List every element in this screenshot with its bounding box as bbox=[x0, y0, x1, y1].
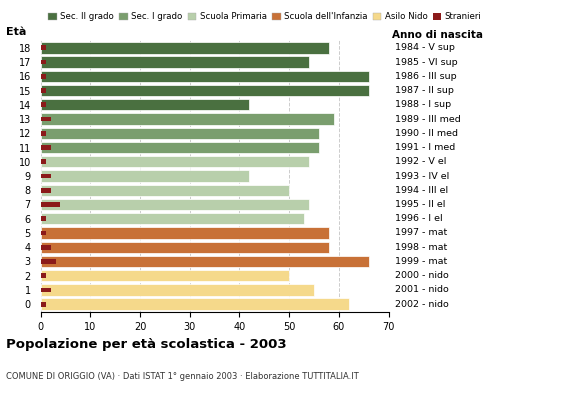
Text: 1986 - III sup: 1986 - III sup bbox=[395, 72, 456, 81]
Text: 2002 - nido: 2002 - nido bbox=[395, 300, 449, 309]
Bar bbox=[41, 202, 60, 207]
Text: COMUNE DI ORIGGIO (VA) · Dati ISTAT 1° gennaio 2003 · Elaborazione TUTTITALIA.IT: COMUNE DI ORIGGIO (VA) · Dati ISTAT 1° g… bbox=[6, 372, 358, 381]
Text: 1993 - IV el: 1993 - IV el bbox=[395, 172, 450, 180]
Text: 1987 - II sup: 1987 - II sup bbox=[395, 86, 454, 95]
Text: 1990 - II med: 1990 - II med bbox=[395, 129, 458, 138]
Bar bbox=[41, 102, 46, 107]
Bar bbox=[41, 256, 369, 267]
Bar bbox=[41, 259, 56, 264]
Text: 1992 - V el: 1992 - V el bbox=[395, 157, 447, 166]
Text: Popolazione per età scolastica - 2003: Popolazione per età scolastica - 2003 bbox=[6, 338, 287, 351]
Bar bbox=[41, 270, 289, 281]
Bar bbox=[41, 117, 50, 122]
Legend: Sec. II grado, Sec. I grado, Scuola Primaria, Scuola dell'Infanzia, Asilo Nido, : Sec. II grado, Sec. I grado, Scuola Prim… bbox=[45, 9, 485, 25]
Text: 1997 - mat: 1997 - mat bbox=[395, 228, 447, 238]
Bar bbox=[41, 184, 289, 196]
Bar bbox=[41, 85, 369, 96]
Bar bbox=[41, 273, 46, 278]
Text: 1994 - III el: 1994 - III el bbox=[395, 186, 448, 195]
Bar bbox=[41, 284, 314, 296]
Bar bbox=[41, 213, 304, 224]
Bar bbox=[41, 174, 50, 178]
Text: 1998 - mat: 1998 - mat bbox=[395, 243, 447, 252]
Text: 1996 - I el: 1996 - I el bbox=[395, 214, 443, 223]
Text: 1991 - I med: 1991 - I med bbox=[395, 143, 455, 152]
Text: 2001 - nido: 2001 - nido bbox=[395, 286, 449, 294]
Text: 1999 - mat: 1999 - mat bbox=[395, 257, 447, 266]
Bar bbox=[41, 188, 50, 193]
Bar bbox=[41, 298, 349, 310]
Text: Età: Età bbox=[6, 27, 26, 37]
Bar bbox=[41, 230, 46, 235]
Bar bbox=[41, 199, 309, 210]
Text: 1985 - VI sup: 1985 - VI sup bbox=[395, 58, 458, 66]
Text: 1989 - III med: 1989 - III med bbox=[395, 114, 461, 124]
Bar bbox=[41, 142, 319, 153]
Bar bbox=[41, 216, 46, 221]
Bar bbox=[41, 128, 319, 139]
Bar bbox=[41, 113, 334, 125]
Bar bbox=[41, 60, 46, 64]
Bar bbox=[41, 159, 46, 164]
Bar bbox=[41, 302, 46, 306]
Bar bbox=[41, 46, 46, 50]
Bar bbox=[41, 242, 329, 253]
Bar bbox=[41, 88, 46, 93]
Bar bbox=[41, 288, 50, 292]
Text: 2000 - nido: 2000 - nido bbox=[395, 271, 449, 280]
Bar bbox=[41, 170, 249, 182]
Bar bbox=[41, 145, 50, 150]
Text: 1988 - I sup: 1988 - I sup bbox=[395, 100, 451, 109]
Bar bbox=[41, 99, 249, 110]
Text: Anno di nascita: Anno di nascita bbox=[392, 30, 483, 40]
Bar bbox=[41, 245, 50, 250]
Bar bbox=[41, 131, 46, 136]
Text: 1984 - V sup: 1984 - V sup bbox=[395, 43, 455, 52]
Bar bbox=[41, 227, 329, 239]
Text: 1995 - II el: 1995 - II el bbox=[395, 200, 445, 209]
Bar bbox=[41, 156, 309, 168]
Bar bbox=[41, 74, 46, 79]
Bar bbox=[41, 42, 329, 54]
Bar bbox=[41, 71, 369, 82]
Bar bbox=[41, 56, 309, 68]
